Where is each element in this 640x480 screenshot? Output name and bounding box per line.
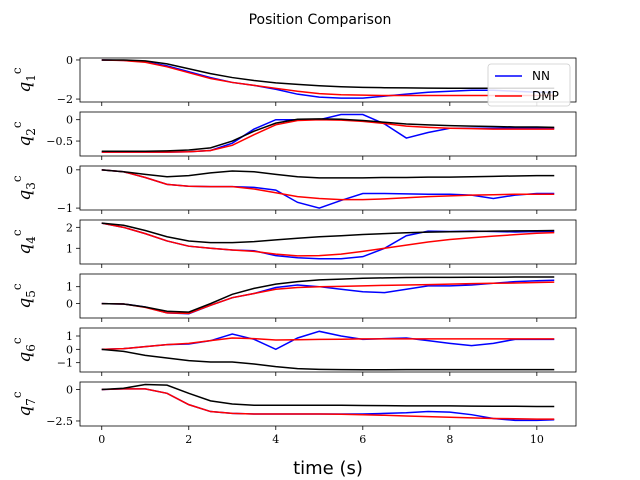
- series-line-dmp-7: [101, 388, 555, 420]
- y-tick-label: −2: [57, 93, 73, 106]
- y-tick-label: −2.5: [46, 415, 73, 428]
- subplot-4: 2 1 q4c: [10, 219, 577, 268]
- x-tick-label: 4: [272, 433, 279, 446]
- legend: NN DMP: [487, 63, 571, 107]
- series-line-ref-1: [101, 59, 555, 90]
- axes-frame: [79, 219, 577, 265]
- series-line-ref-3: [101, 169, 555, 179]
- y-tick-label: 0: [66, 114, 73, 127]
- series-line-nn-3: [101, 169, 555, 209]
- subplots: 0−2q1c0−0.5q2c0−1q3c21q4c10q5c10−1q6c0−2…: [10, 54, 577, 446]
- legend-label-dmp: DMP: [532, 89, 559, 103]
- subplot-5: 1 0 q5c: [10, 273, 577, 322]
- y-tick-label: 1: [66, 242, 73, 255]
- y-tick-label: −0.5: [46, 135, 73, 148]
- series-line-dmp-1: [101, 59, 555, 97]
- y-axis-label-3: q3c: [10, 175, 38, 201]
- series-line-ref-2: [101, 118, 555, 153]
- axes-frame: [79, 273, 577, 319]
- axes-frame: [79, 381, 577, 427]
- axes-frame: [79, 111, 577, 157]
- axes-frame: [79, 57, 577, 103]
- series-line-nn-1: [101, 59, 555, 99]
- y-tick-label: 0: [66, 343, 73, 356]
- y-tick-label: 0: [66, 164, 73, 177]
- x-tick-label: 8: [446, 433, 453, 446]
- y-axis-label-2: q2c: [10, 121, 38, 147]
- series-line-ref-6: [101, 348, 555, 371]
- y-axis-label-4: q4c: [10, 229, 38, 255]
- y-axis-label-6: q6c: [10, 337, 38, 363]
- series-line-ref-5: [101, 276, 555, 313]
- x-tick-label: 0: [98, 433, 105, 446]
- y-axis-label-5: q5c: [10, 283, 38, 309]
- series-line-dmp-3: [101, 169, 555, 201]
- axes-frame: [79, 165, 577, 211]
- y-tick-label: −1: [57, 202, 73, 215]
- series-line-nn-5: [101, 279, 555, 315]
- y-tick-label: 0: [66, 384, 73, 397]
- axes-frame: [79, 327, 577, 373]
- series-line-dmp-2: [101, 118, 555, 153]
- x-tick-label: 6: [359, 433, 366, 446]
- x-tick-label: 2: [185, 433, 192, 446]
- y-tick-label: 1: [66, 330, 73, 343]
- series-line-dmp-5: [101, 281, 555, 315]
- legend-label-nn: NN: [532, 69, 550, 83]
- series-line-dmp-6: [101, 337, 555, 351]
- x-axis-label: time (s): [293, 458, 363, 479]
- series-line-nn-6: [101, 330, 555, 351]
- subplot-3: 0 −1 q3c: [10, 164, 577, 215]
- y-tick-label: 0: [66, 54, 73, 67]
- y-tick-label: 1: [66, 281, 73, 294]
- y-axis-label-7: q7c: [10, 391, 38, 417]
- y-axis-label-1: q1c: [10, 67, 38, 93]
- subplot-1: 0 −2 q1c: [10, 54, 577, 106]
- series-line-ref-4: [101, 222, 555, 244]
- y-tick-label: 2: [66, 221, 73, 234]
- subplot-2: 0 −0.5 q2c: [10, 111, 577, 160]
- chart-title: Position Comparison: [249, 12, 392, 28]
- series-line-dmp-4: [101, 222, 555, 257]
- y-tick-label: 0: [66, 298, 73, 311]
- x-tick-label: 10: [530, 433, 544, 446]
- series-line-ref-7: [101, 383, 555, 408]
- subplot-6: 10−1 q6c: [10, 327, 577, 376]
- y-tick-label: −1: [57, 357, 73, 370]
- subplot-7: 0 −2.5 0 2 4 6 8 10 q7c: [10, 381, 577, 446]
